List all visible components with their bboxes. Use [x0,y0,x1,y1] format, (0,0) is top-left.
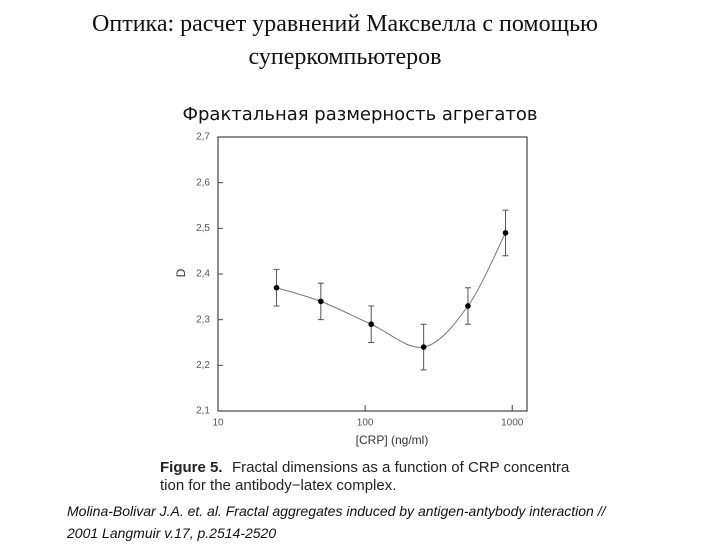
data-point [318,298,324,305]
y-tick-label: 2,2 [196,360,210,371]
citation-line: 2001 Langmuir v.17, p.2514-2520 [67,525,277,541]
chart: D [CRP] (ng/ml) Figure 5. Fractal dimens… [160,132,570,494]
y-tick-label: 2,3 [196,314,210,325]
data-line [276,232,506,348]
caption-line: tion for the antibody−latex complex. [160,477,396,494]
y-tick-label: 2,5 [196,223,210,234]
citation-line: Molina-Bolivar J.A. et. al. Fractal aggr… [67,503,606,519]
x-tick-label: 10 [212,418,224,429]
subtitle: Фрактальная размерность агрегатов [182,104,538,125]
y-tick-label: 2,4 [196,269,210,280]
y-axis-label: D [174,268,188,277]
data-point [465,303,471,309]
slide-title: Оптика: расчет уравнений Максвелла с пом… [92,11,598,70]
caption-label: Figure 5. [160,459,223,476]
x-tick-label: 1000 [501,418,524,429]
plot-frame [217,136,528,412]
data-point [368,321,375,328]
x-tick-label: 100 [357,418,374,429]
citation: Molina-Bolivar J.A. et. al. Fractal aggr… [67,500,606,544]
caption-line: Fractal dimensions as a function of CRP … [232,459,570,476]
data-point [502,230,509,236]
x-axis-label: [CRP] (ng/ml) [356,433,429,447]
data-point [273,284,280,291]
y-tick-label: 2,7 [196,132,210,143]
data-point [420,344,427,350]
y-tick-label: 2,1 [196,406,210,417]
y-tick-label: 2,6 [196,177,210,188]
